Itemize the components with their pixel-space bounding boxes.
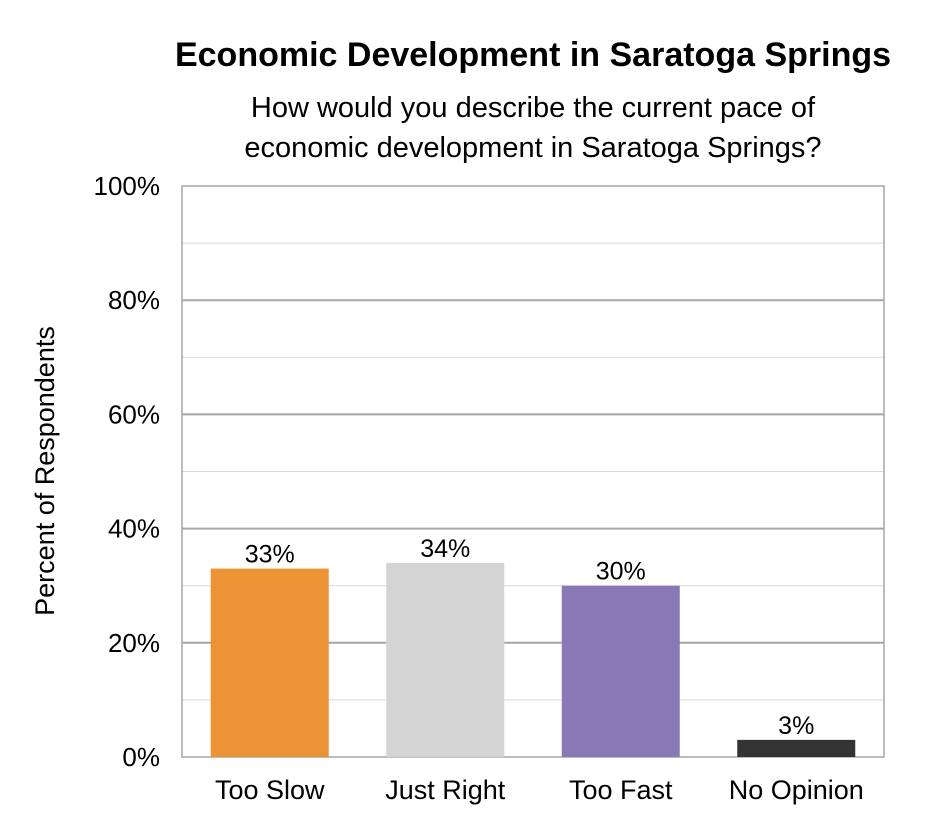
x-axis-categories: Too Slow Just Right Too Fast No Opinion [215, 775, 864, 805]
x-category-label: Too Slow [215, 775, 325, 805]
y-axis-label: Percent of Respondents [30, 326, 60, 616]
data-label: 30% [596, 558, 646, 586]
y-tick-label: 40% [108, 514, 160, 544]
data-label: 33% [245, 541, 295, 569]
plot-area-frame [181, 185, 885, 758]
y-tick-label: 60% [108, 399, 160, 429]
chart-title: Economic Development in Saratoga Springs [175, 36, 891, 74]
y-axis-ticks: 0% 20% 40% 60% 80% 100% [94, 171, 161, 772]
x-category-label: No Opinion [729, 775, 864, 805]
bar-too-fast [561, 585, 680, 757]
y-tick-label: 20% [108, 628, 160, 658]
chart-subtitle-line-1: How would you describe the current pace … [251, 92, 816, 124]
bars [210, 562, 856, 757]
y-tick-label: 0% [122, 742, 160, 772]
data-label: 34% [420, 535, 470, 563]
x-category-label: Too Fast [569, 775, 673, 805]
y-tick-label: 100% [94, 171, 161, 201]
x-category-label: Just Right [385, 775, 506, 805]
data-labels: 33% 34% 30% 3% [245, 535, 815, 740]
data-label: 3% [778, 712, 814, 740]
bar-just-right [386, 562, 505, 757]
chart-subtitle-line-2: economic development in Saratoga Springs… [244, 132, 821, 164]
y-tick-label: 80% [108, 285, 160, 315]
bar-too-slow [210, 568, 329, 757]
bar-no-opinion [737, 739, 856, 757]
